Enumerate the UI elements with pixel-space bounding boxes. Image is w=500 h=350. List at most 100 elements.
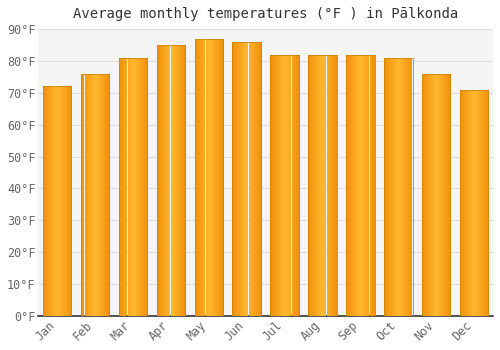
Bar	[145, 58, 146, 316]
Bar	[162, 45, 163, 316]
Bar	[85, 74, 86, 316]
Bar	[328, 55, 330, 316]
Bar	[208, 38, 209, 316]
Bar	[331, 55, 332, 316]
Bar	[432, 74, 433, 316]
Bar	[204, 38, 205, 316]
Bar	[49, 86, 50, 316]
Bar	[132, 58, 134, 316]
Bar	[450, 74, 451, 316]
Bar	[137, 58, 138, 316]
Bar	[245, 42, 246, 316]
Bar	[271, 55, 272, 316]
Bar	[96, 74, 97, 316]
Bar	[430, 74, 432, 316]
Bar	[131, 58, 132, 316]
Bar	[433, 74, 434, 316]
Bar	[278, 55, 279, 316]
Bar	[81, 74, 82, 316]
Bar	[135, 58, 136, 316]
Bar	[397, 58, 398, 316]
Bar	[483, 90, 484, 316]
Bar	[371, 55, 372, 316]
Bar	[436, 74, 438, 316]
Bar	[336, 55, 338, 316]
Bar	[138, 58, 139, 316]
Bar	[240, 42, 241, 316]
Bar	[122, 58, 123, 316]
Bar	[104, 74, 105, 316]
Bar	[194, 38, 223, 316]
Bar	[284, 55, 285, 316]
Bar	[194, 38, 196, 316]
Bar	[236, 42, 237, 316]
Bar	[368, 55, 369, 316]
Bar	[320, 55, 322, 316]
Bar	[479, 90, 480, 316]
Bar	[299, 55, 300, 316]
Bar	[403, 58, 404, 316]
Bar	[325, 55, 326, 316]
Bar	[401, 58, 402, 316]
Bar	[460, 90, 462, 316]
Bar	[163, 45, 164, 316]
Bar	[412, 58, 413, 316]
Bar	[174, 45, 175, 316]
Bar	[428, 74, 430, 316]
Bar	[350, 55, 352, 316]
Bar	[98, 74, 99, 316]
Bar	[199, 38, 200, 316]
Bar	[171, 45, 172, 316]
Bar	[90, 74, 91, 316]
Bar	[239, 42, 240, 316]
Bar	[349, 55, 350, 316]
Bar	[462, 90, 463, 316]
Bar	[296, 55, 298, 316]
Bar	[426, 74, 427, 316]
Bar	[411, 58, 412, 316]
Bar	[369, 55, 370, 316]
Bar	[134, 58, 135, 316]
Bar	[357, 55, 358, 316]
Bar	[334, 55, 335, 316]
Bar	[394, 58, 395, 316]
Bar	[207, 38, 208, 316]
Bar	[197, 38, 198, 316]
Bar	[178, 45, 179, 316]
Bar	[99, 74, 100, 316]
Bar	[388, 58, 389, 316]
Bar	[332, 55, 333, 316]
Bar	[64, 86, 65, 316]
Bar	[252, 42, 253, 316]
Bar	[168, 45, 169, 316]
Bar	[467, 90, 468, 316]
Bar	[425, 74, 426, 316]
Bar	[470, 90, 471, 316]
Bar	[105, 74, 106, 316]
Bar	[293, 55, 294, 316]
Bar	[45, 86, 46, 316]
Bar	[100, 74, 102, 316]
Bar	[427, 74, 428, 316]
Bar	[144, 58, 145, 316]
Bar	[327, 55, 328, 316]
Bar	[468, 90, 469, 316]
Bar	[68, 86, 69, 316]
Bar	[218, 38, 220, 316]
Bar	[46, 86, 48, 316]
Bar	[250, 42, 252, 316]
Bar	[484, 90, 486, 316]
Bar	[59, 86, 60, 316]
Bar	[52, 86, 53, 316]
Bar	[89, 74, 90, 316]
Bar	[234, 42, 236, 316]
Bar	[442, 74, 443, 316]
Bar	[130, 58, 131, 316]
Bar	[480, 90, 481, 316]
Bar	[57, 86, 58, 316]
Bar	[175, 45, 176, 316]
Bar	[248, 42, 249, 316]
Bar	[373, 55, 374, 316]
Bar	[460, 90, 488, 316]
Bar	[214, 38, 215, 316]
